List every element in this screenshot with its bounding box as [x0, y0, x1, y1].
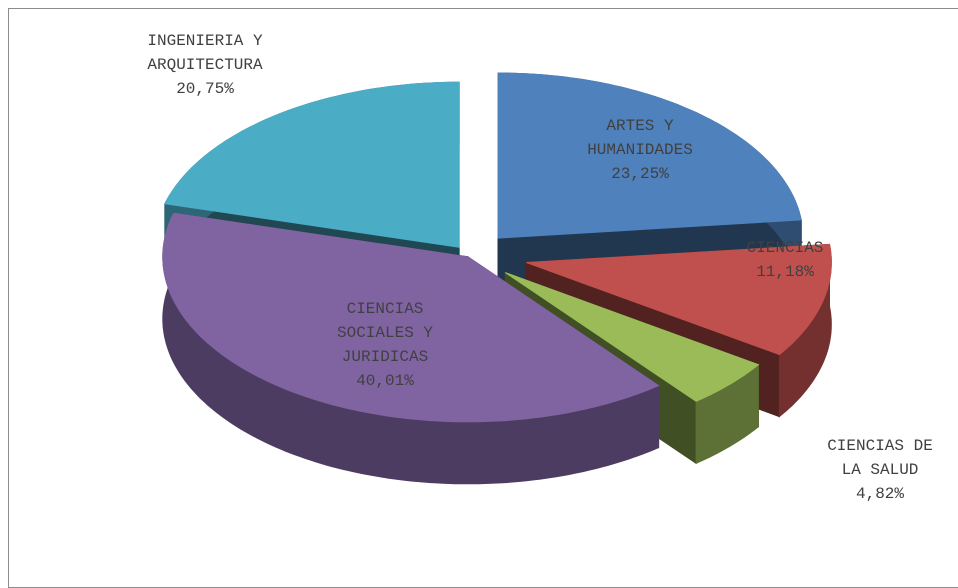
value-label: 20,75% — [176, 80, 234, 98]
slice — [497, 72, 802, 239]
data-label: CIENCIAS DE LA SALUD 4,82% — [822, 434, 937, 506]
data-label: CIENCIAS 11,18% — [742, 236, 828, 284]
slice — [505, 272, 760, 402]
slice — [164, 81, 460, 248]
category-label: INGENIERIA Y ARQUITECTURA — [147, 32, 263, 74]
category-label: ARTES Y HUMANIDADES — [587, 117, 693, 159]
data-label: CIENCIAS SOCIALES Y JURIDICAS 40,01% — [332, 297, 438, 393]
slice — [162, 212, 660, 423]
data-label: INGENIERIA Y ARQUITECTURA 20,75% — [143, 29, 268, 101]
category-label: CIENCIAS DE LA SALUD — [827, 437, 933, 479]
category-label: CIENCIAS — [746, 239, 824, 257]
value-label: 23,25% — [611, 165, 669, 183]
slice — [526, 243, 832, 356]
data-label: ARTES Y HUMANIDADES 23,25% — [582, 114, 697, 186]
value-label: 11,18% — [756, 263, 814, 281]
value-label: 4,82% — [855, 485, 904, 503]
value-label: 40,01% — [356, 372, 414, 390]
category-label: CIENCIAS SOCIALES Y JURIDICAS — [336, 300, 434, 366]
